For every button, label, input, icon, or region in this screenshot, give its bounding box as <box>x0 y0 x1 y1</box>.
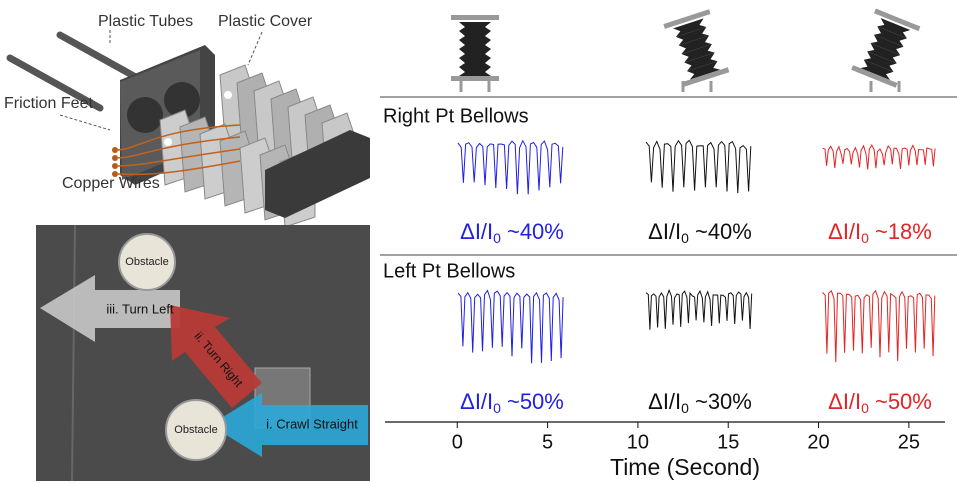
frame-hole <box>127 97 163 133</box>
label-symbol: ΔI/I <box>460 389 493 414</box>
x-tick-label: 5 <box>542 431 553 453</box>
bellows-icon <box>663 9 729 87</box>
label-change: ~50% <box>507 389 564 414</box>
waveform <box>823 145 936 169</box>
label-change: ~18% <box>875 219 932 244</box>
icon-fold <box>459 40 491 49</box>
waveform <box>646 140 751 193</box>
bellows-icon <box>851 9 920 88</box>
x-tick-label: 0 <box>452 431 463 453</box>
x-tick-label: 10 <box>627 431 649 453</box>
label-change: ~40% <box>507 219 564 244</box>
label-symbol: ΔI/I <box>648 219 681 244</box>
label-change: ~30% <box>695 389 752 414</box>
label-symbol: ΔI/I <box>460 219 493 244</box>
obstacle-label: Obstacle <box>174 424 217 436</box>
label-sub: 0 <box>681 230 689 246</box>
figure: Plastic Tubes Plastic Cover Friction Feet C… <box>0 0 957 483</box>
change-label: ΔI/I0 ~50% <box>828 389 932 416</box>
leader <box>60 115 110 130</box>
dot <box>224 91 232 99</box>
diagram-label: Copper Wires <box>62 175 160 192</box>
diagram-label: Friction Feet <box>4 95 93 112</box>
change-label: ΔI/I0 ~40% <box>648 219 752 246</box>
waveform <box>646 290 752 329</box>
label-sub: 0 <box>681 400 689 416</box>
leader <box>248 32 262 65</box>
x-tick-label: 15 <box>717 431 739 453</box>
row-title: Right Pt Bellows <box>383 105 529 127</box>
icon-fold <box>459 58 491 67</box>
label-symbol: ΔI/I <box>828 389 861 414</box>
label-symbol: ΔI/I <box>648 389 681 414</box>
row-title: Left Pt Bellows <box>383 260 515 282</box>
label-change: ~40% <box>695 219 752 244</box>
arrow-label: i. Crawl Straight <box>266 416 358 431</box>
obstacle-label: Obstacle <box>125 256 168 268</box>
icon-plate <box>451 15 499 20</box>
label-symbol: ΔI/I <box>828 219 861 244</box>
bellows-icon <box>451 15 499 81</box>
label-sub: 0 <box>861 400 869 416</box>
icon-fold <box>459 31 491 40</box>
icon-plate <box>451 76 499 81</box>
change-label: ΔI/I0 ~40% <box>460 219 564 246</box>
label-sub: 0 <box>493 400 501 416</box>
diagram-label: Plastic Cover <box>218 13 313 30</box>
waveform <box>823 291 935 362</box>
label-change: ~50% <box>875 389 932 414</box>
change-label: ΔI/I0 ~30% <box>648 389 752 416</box>
x-tick-label: 25 <box>898 431 920 453</box>
icon-fold <box>459 22 491 31</box>
icon-fold <box>459 67 491 76</box>
label-sub: 0 <box>861 230 869 246</box>
axis-title: Time (Second) <box>610 454 760 480</box>
change-label: ΔI/I0 ~18% <box>828 219 932 246</box>
dot <box>164 138 172 146</box>
label-sub: 0 <box>493 230 501 246</box>
arrow-label: iii. Turn Left <box>106 301 174 316</box>
x-tick-label: 20 <box>807 431 829 453</box>
diagram-label: Plastic Tubes <box>98 13 193 30</box>
change-label: ΔI/I0 ~50% <box>460 389 564 416</box>
waveform <box>458 291 563 364</box>
waveform <box>458 141 563 195</box>
icon-fold <box>459 49 491 58</box>
